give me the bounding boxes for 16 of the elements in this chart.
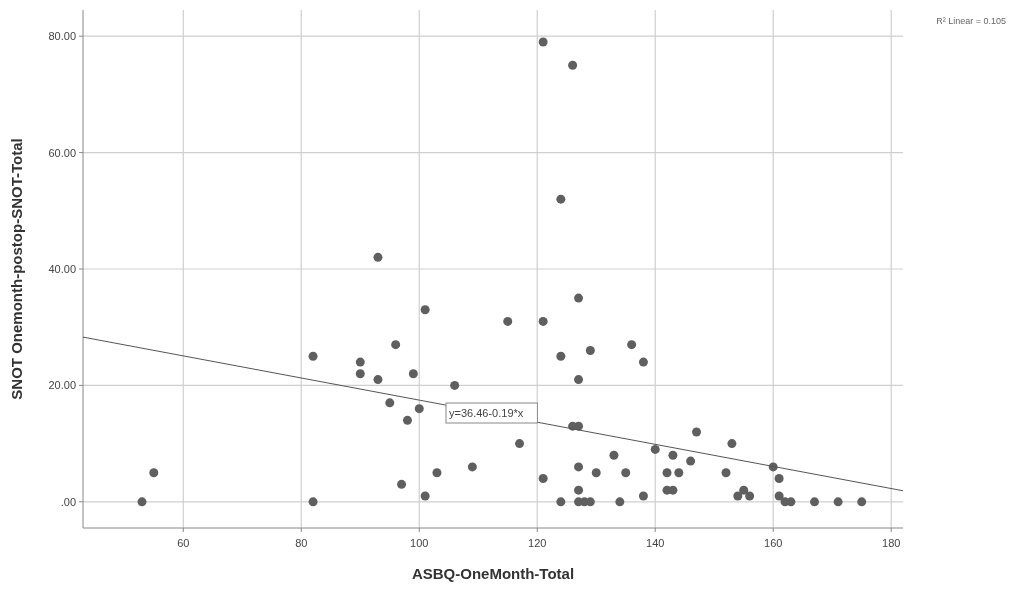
x-tick-label: 180 xyxy=(882,537,901,549)
x-axis-title: ASBQ-OneMonth-Total xyxy=(411,565,575,582)
y-tick-label: 40.00 xyxy=(48,263,76,275)
y-tick-label: 60.00 xyxy=(48,146,76,159)
x-tick-label: 160 xyxy=(764,537,783,549)
x-tick-label: 120 xyxy=(528,537,547,549)
y-tick-label: 80.00 xyxy=(48,30,76,43)
x-tick-label: 80 xyxy=(295,537,308,549)
x-tick-label: 140 xyxy=(646,537,665,549)
y-tick-label: .00 xyxy=(60,495,76,508)
y-tick-label: 20.00 xyxy=(48,379,76,392)
text: R² Linear = 0.105 xyxy=(936,16,1006,26)
y-axis-title: SNOT Onemonth-postop-SNOT-Total xyxy=(8,138,25,400)
x-tick-label: 60 xyxy=(177,537,190,549)
annotation: y=36.46-0.19*x xyxy=(449,407,524,419)
x-tick-label: 100 xyxy=(410,537,429,549)
